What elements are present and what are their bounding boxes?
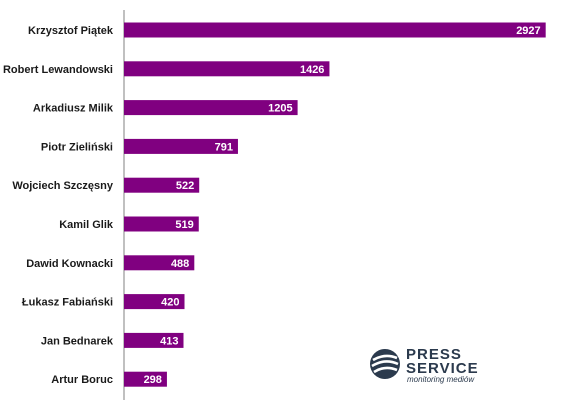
bars-group bbox=[124, 22, 546, 387]
category-label: Dawid Kownacki bbox=[26, 258, 113, 270]
value-label: 413 bbox=[160, 335, 178, 347]
logo-tagline: monitoring mediów bbox=[407, 375, 475, 384]
value-label: 488 bbox=[171, 258, 189, 270]
bar bbox=[124, 61, 330, 77]
category-label: Artur Boruc bbox=[51, 374, 113, 386]
bar bbox=[124, 22, 546, 38]
value-label: 2927 bbox=[516, 25, 540, 37]
logo-text-press: PRESS bbox=[406, 346, 462, 363]
value-label: 420 bbox=[161, 297, 179, 309]
bar bbox=[124, 100, 298, 116]
bar bbox=[124, 332, 184, 348]
value-label: 1426 bbox=[300, 64, 324, 76]
category-label: Piotr Zieliński bbox=[41, 141, 113, 153]
category-label: Krzysztof Piątek bbox=[28, 25, 114, 37]
category-label: Łukasz Fabiański bbox=[22, 297, 113, 309]
value-label: 522 bbox=[176, 180, 194, 192]
bar bbox=[124, 294, 185, 310]
value-label: 519 bbox=[175, 219, 193, 231]
value-label: 298 bbox=[144, 374, 162, 386]
logo-text-service: SERVICE bbox=[406, 360, 479, 377]
globe-icon bbox=[370, 349, 400, 379]
category-label: Kamil Glik bbox=[59, 219, 114, 231]
category-label: Jan Bednarek bbox=[41, 335, 114, 347]
value-label: 791 bbox=[215, 141, 233, 153]
value-labels-group: 2927 1426 1205 791 522 519 488 420 413 298 bbox=[144, 25, 541, 386]
category-label: Robert Lewandowski bbox=[3, 64, 113, 76]
bar bbox=[124, 255, 195, 271]
bar bbox=[124, 138, 238, 154]
category-labels-group: Krzysztof Piątek Robert Lewandowski Arkadi… bbox=[3, 25, 114, 386]
bar bbox=[124, 216, 199, 232]
bar bbox=[124, 177, 200, 193]
bar bbox=[124, 371, 167, 387]
category-label: Arkadiusz Milik bbox=[33, 103, 114, 115]
category-label: Wojciech Szczęsny bbox=[12, 180, 114, 192]
press-service-logo: PRESS SERVICE monitoring mediów bbox=[370, 346, 479, 384]
value-label: 1205 bbox=[268, 103, 292, 115]
